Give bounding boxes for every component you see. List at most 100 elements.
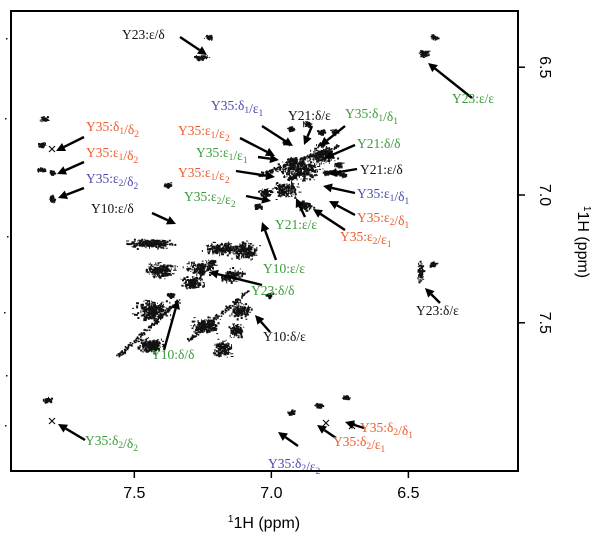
arrow-head xyxy=(303,134,312,145)
arrow-y35_d2e2 xyxy=(278,432,299,447)
arrow-head xyxy=(56,142,67,151)
annotation-text: Y35:ε xyxy=(357,210,390,225)
arrow-shaft xyxy=(64,160,85,172)
cross-peak-speckle xyxy=(37,167,47,173)
cross-peak-speckle xyxy=(314,402,325,409)
spectral-region xyxy=(194,55,211,62)
annotation-y35_d2e2: Y35:δ2/ε2 xyxy=(268,456,321,477)
spectral-region-speckle xyxy=(418,50,431,58)
annotation-text: Y35:δ xyxy=(85,433,118,448)
diagonal-streak xyxy=(258,144,340,177)
annotation-y35_e1e2_b: Y35:ε1/ε2 xyxy=(178,165,230,186)
cross-peak xyxy=(303,121,313,128)
peak-cross-mark xyxy=(322,419,330,427)
annotation-subscript: 2 xyxy=(134,182,139,192)
noise-dot xyxy=(4,312,6,314)
annotation-text: /δ xyxy=(123,174,133,189)
annotation-subscript: 1 xyxy=(211,131,216,141)
arrow-shaft xyxy=(261,124,287,143)
arrow-head xyxy=(255,315,265,325)
spectral-region-speckle xyxy=(417,260,426,284)
spectral-region-speckle xyxy=(49,194,57,204)
peak-cross-mark xyxy=(48,145,56,153)
arrow-shaft xyxy=(63,135,85,149)
annotation-y35_e2d2: Y35:ε2/δ2 xyxy=(86,171,139,192)
spectral-region-speckle xyxy=(258,188,273,198)
noise-dot xyxy=(5,425,7,427)
arrow-shaft xyxy=(336,204,356,217)
arrow-shaft xyxy=(179,36,201,52)
annotation-text: Y35:δ xyxy=(211,98,244,113)
arrow-y35_d1e1 xyxy=(261,124,293,146)
annotation-y10_dd: Y10:δ/δ xyxy=(151,347,194,362)
cross-peak-speckle xyxy=(163,182,173,189)
cross-peak xyxy=(314,402,325,409)
annotation-text: Y21:δ/δ xyxy=(357,136,400,151)
annotation-y35_e2d1: Y35:ε2/δ1 xyxy=(357,210,410,231)
arrow-head xyxy=(325,150,336,159)
arrow-shaft xyxy=(284,436,299,447)
annotation-text: Y35:δ xyxy=(345,106,378,121)
annotation-y35_d2d2: Y35:δ2/δ2 xyxy=(85,433,138,454)
arrow-head xyxy=(323,183,333,193)
arrow-shaft xyxy=(260,320,271,333)
annotation-subscript: 2 xyxy=(134,156,139,166)
annotation-text: /ε xyxy=(249,101,259,116)
x-tick-label: 7.5 xyxy=(123,485,145,502)
annotation-y35_e1e1: Y35:ε1/ε1 xyxy=(196,145,248,166)
annotation-text: Y21:ε/δ xyxy=(360,162,403,177)
arrow-y35_d1d2 xyxy=(56,135,85,151)
arrow-head xyxy=(317,425,327,434)
arrow-y35_e2d2 xyxy=(58,186,85,199)
cross-peak xyxy=(342,395,351,401)
annotation-subscript: 2 xyxy=(393,428,398,438)
arrow-shaft xyxy=(151,211,169,222)
annotation-text: /δ xyxy=(394,213,404,228)
annotation-text: Y35:ε xyxy=(340,229,373,244)
arrow-y23_dd xyxy=(209,269,263,287)
arrow-y21_dd xyxy=(325,143,356,159)
annotation-text: /δ xyxy=(124,122,134,137)
cross-peak xyxy=(37,167,47,173)
arrow-head xyxy=(295,198,304,209)
annotation-text: Y35:δ xyxy=(333,434,366,449)
cross-peak-speckle xyxy=(38,142,47,149)
annotation-text: Y35:ε xyxy=(184,189,217,204)
cross-peak-speckle xyxy=(265,292,275,300)
annotation-text: /δ xyxy=(123,436,133,451)
spectral-region-speckle xyxy=(229,301,253,321)
cross-peak-speckle xyxy=(330,128,340,137)
arrow-y35_d1d1 xyxy=(320,125,346,146)
annotation-text: Y10:δ/ε xyxy=(263,329,306,344)
cross-peak xyxy=(322,170,333,177)
annotation-text: Y21:δ/ε xyxy=(288,108,331,123)
arrow-y10_dd xyxy=(162,300,180,351)
annotation-text: /δ xyxy=(123,148,133,163)
arrow-head xyxy=(265,171,275,181)
spectral-region xyxy=(417,260,426,284)
cross-peak xyxy=(42,396,54,404)
annotation-y35_d2d1: Y35:δ2/δ1 xyxy=(360,420,413,441)
annotation-y23_de: Y23:δ/ε xyxy=(416,303,459,318)
arrow-shaft xyxy=(323,429,337,439)
annotation-text: /ε xyxy=(215,126,225,141)
annotation-text: Y35:ε xyxy=(86,145,119,160)
annotation-text: Y21:ε/ε xyxy=(275,217,317,232)
peak-cross-mark xyxy=(48,417,56,425)
spectral-region xyxy=(258,188,273,198)
annotation-text: Y10:ε/ε xyxy=(263,261,305,276)
arrow-shaft xyxy=(298,205,307,218)
arrow-shaft xyxy=(332,143,356,156)
y-axis-label-sup: 1 xyxy=(581,206,592,212)
x-tick-label: 6.5 xyxy=(397,485,419,502)
spectral-region xyxy=(137,337,165,355)
annotation-y35_e2e1: Y35:ε2/ε1 xyxy=(340,229,392,250)
cross-peak xyxy=(254,203,263,210)
cross-peak xyxy=(287,126,296,133)
cross-peak xyxy=(287,409,296,416)
annotation-y21_dd: Y21:δ/δ xyxy=(357,136,400,151)
annotation-subscript: 2 xyxy=(225,176,230,186)
cross-peak-speckle xyxy=(322,170,333,177)
annotation-text: Y23:ε/δ xyxy=(122,27,165,42)
